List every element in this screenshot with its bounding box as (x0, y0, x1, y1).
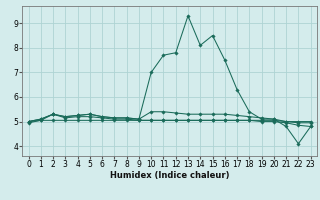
X-axis label: Humidex (Indice chaleur): Humidex (Indice chaleur) (110, 171, 229, 180)
